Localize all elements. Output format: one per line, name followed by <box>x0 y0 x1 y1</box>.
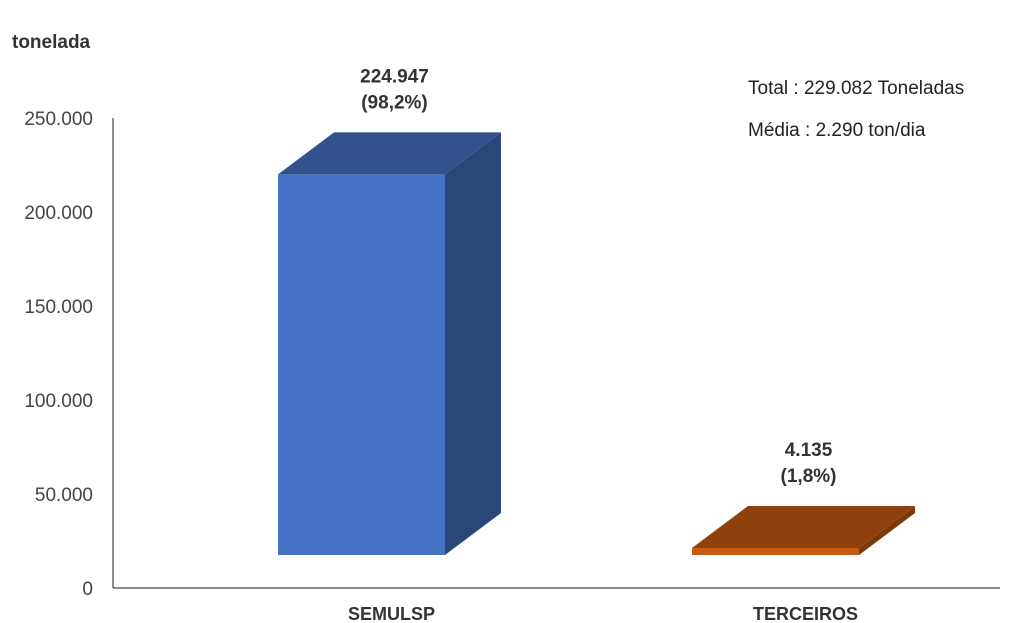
y-tick-label: 50.000 <box>35 485 93 506</box>
y-axis-ticks: 0 50.000 100.000 150.000 200.000 250.000 <box>24 109 93 600</box>
y-tick-label: 100.000 <box>24 391 93 412</box>
average-annotation: Média : 2.290 ton/dia <box>748 120 926 141</box>
bar-top-face <box>278 132 501 175</box>
bars-group: 224.947 (98,2%) SEMULSP 4.135 (1,8%) TERCEIRO… <box>278 66 915 623</box>
data-label-value: 4.135 <box>785 440 833 461</box>
x-category-label: SEMULSP <box>348 604 435 623</box>
data-label-value: 224.947 <box>360 66 429 87</box>
y-tick-label: 200.000 <box>24 203 93 224</box>
bar-side-face <box>445 132 501 555</box>
x-category-label: TERCEIROS <box>753 604 858 623</box>
bar-semulsp <box>278 132 501 555</box>
y-tick-label: 0 <box>82 579 93 600</box>
bar-front-face <box>692 548 859 555</box>
bar-side-face <box>859 506 915 555</box>
y-tick-label: 150.000 <box>24 297 93 318</box>
total-annotation: Total : 229.082 Toneladas <box>748 78 964 99</box>
data-label-percent: (98,2%) <box>361 92 428 113</box>
data-label-percent: (1,8%) <box>781 466 837 487</box>
bar-front-face <box>278 174 445 555</box>
y-tick-label: 250.000 <box>24 109 93 130</box>
bar-top-face <box>692 506 915 549</box>
bar-terceiros <box>692 506 915 555</box>
y-axis-unit-label: tonelada <box>12 32 91 53</box>
